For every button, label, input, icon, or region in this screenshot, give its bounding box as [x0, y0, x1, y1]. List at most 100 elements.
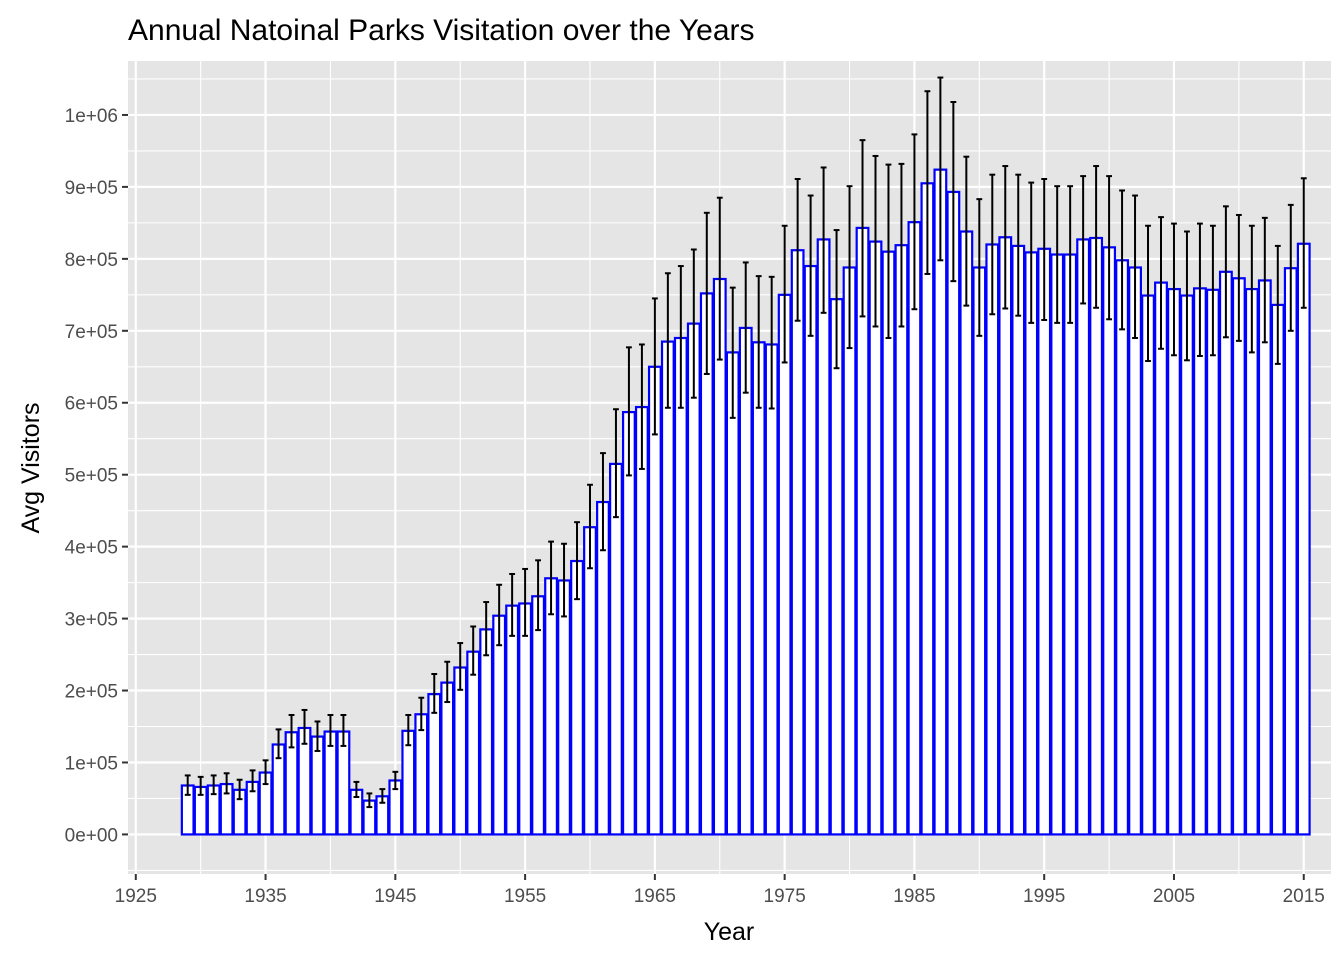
bar-1959: [570, 559, 584, 836]
bar-2009: [1218, 270, 1233, 836]
error-bar-1960: [587, 483, 593, 570]
x-tick-label: 1925: [115, 886, 157, 907]
bar-1997: [1063, 253, 1078, 836]
error-bar-2010: [1235, 213, 1242, 342]
bar-1988: [946, 190, 961, 836]
error-bar-2008: [1209, 224, 1216, 357]
error-bar-1998: [1080, 175, 1087, 305]
error-bar-1999: [1093, 165, 1100, 309]
bar-1995: [1037, 247, 1052, 836]
x-axis: 1925 1935 1945 1955 1965 1975 1985 1995 2005 2015: [115, 874, 1325, 907]
error-bar-1956: [535, 559, 542, 632]
error-bar-2000: [1106, 175, 1113, 321]
bar-1977: [803, 264, 818, 836]
error-bar-1994: [1028, 181, 1035, 324]
bar-1999: [1089, 236, 1104, 836]
error-bar-1969: [703, 211, 710, 375]
error-bar-1958: [561, 542, 567, 618]
error-bar-1942: [353, 780, 360, 799]
y-tick-label: 9e+05: [65, 178, 118, 199]
error-bar-1930: [197, 775, 204, 796]
y-tick-label: 6e+05: [65, 394, 118, 415]
error-bar-1954: [509, 572, 516, 637]
error-bar-1977: [807, 194, 814, 337]
error-bar-1978: [820, 166, 827, 314]
y-axis-title: Avg Visitors: [17, 402, 45, 533]
error-bar-1937: [288, 713, 295, 749]
error-bar-2001: [1119, 189, 1125, 331]
bar-2014: [1283, 267, 1298, 836]
error-bar-2012: [1261, 216, 1268, 344]
bar-1948: [427, 693, 442, 836]
error-bar-2006: [1184, 230, 1190, 362]
error-bar-1989: [963, 155, 970, 307]
bar-1998: [1076, 238, 1091, 836]
error-bar-1949: [444, 660, 451, 704]
bar-1982: [868, 240, 883, 836]
error-bar-1966: [664, 272, 671, 409]
error-bar-1948: [431, 672, 438, 714]
bar-1971: [725, 351, 740, 836]
error-bar-1931: [210, 774, 217, 796]
x-tick-label: 2015: [1283, 886, 1325, 907]
error-bar-1945: [392, 770, 399, 791]
bar-2008: [1205, 288, 1220, 836]
error-bar-2014: [1287, 203, 1294, 332]
bar-2000: [1102, 246, 1117, 836]
y-tick-label: 5e+05: [65, 466, 118, 487]
error-bar-1964: [638, 343, 645, 470]
error-bars: [184, 76, 1307, 809]
error-bar-2011: [1248, 224, 1255, 354]
error-bar-1955: [522, 567, 529, 637]
bar-1993: [1011, 244, 1026, 836]
error-bar-1965: [651, 297, 658, 436]
bar-1941: [336, 730, 351, 836]
x-tick-label: 1965: [634, 886, 676, 907]
error-bar-1974: [768, 275, 775, 410]
x-tick-label: 2005: [1153, 886, 1195, 907]
bar-1966: [660, 340, 675, 836]
error-bar-1984: [898, 162, 905, 328]
error-bar-1940: [327, 713, 334, 747]
bar-1947: [414, 713, 429, 836]
bar-1960: [583, 526, 597, 836]
y-tick-label: 1e+06: [65, 106, 118, 127]
error-bar-1963: [626, 346, 632, 477]
error-bar-1959: [574, 521, 580, 601]
error-bar-2009: [1222, 205, 1229, 339]
x-tick-label: 1975: [764, 886, 806, 907]
y-tick-label: 3e+05: [65, 610, 118, 631]
x-tick-label: 1955: [504, 886, 546, 907]
bar-1973: [751, 341, 766, 836]
bar-2006: [1180, 294, 1194, 836]
error-bar-1970: [716, 196, 723, 361]
bar-1978: [816, 238, 831, 836]
bar-2015: [1296, 242, 1311, 836]
error-bar-2002: [1132, 194, 1138, 339]
error-bar-1995: [1041, 177, 1048, 322]
bar-1940: [323, 730, 338, 836]
error-bar-1985: [911, 133, 918, 311]
error-bar-1971: [729, 286, 736, 419]
error-bar-1952: [483, 601, 490, 657]
bar-1981: [855, 226, 870, 836]
x-axis-title: Year: [704, 918, 755, 946]
bar-1957: [544, 577, 559, 836]
error-bar-1973: [755, 275, 762, 409]
error-bar-2003: [1145, 224, 1151, 363]
bar-1946: [401, 729, 416, 836]
bar-1975: [777, 293, 792, 836]
error-bar-1990: [976, 198, 983, 337]
bar-1987: [933, 168, 948, 836]
bar-1967: [673, 336, 688, 836]
error-bar-1975: [781, 224, 788, 364]
error-bar-1941: [340, 713, 347, 747]
error-bar-1933: [236, 778, 243, 801]
error-bar-1938: [301, 708, 308, 745]
error-bar-1972: [742, 261, 749, 394]
bar-1970: [712, 277, 727, 836]
error-bar-1939: [314, 720, 321, 752]
bar-1954: [505, 604, 520, 836]
y-tick-label: 8e+05: [65, 250, 118, 271]
